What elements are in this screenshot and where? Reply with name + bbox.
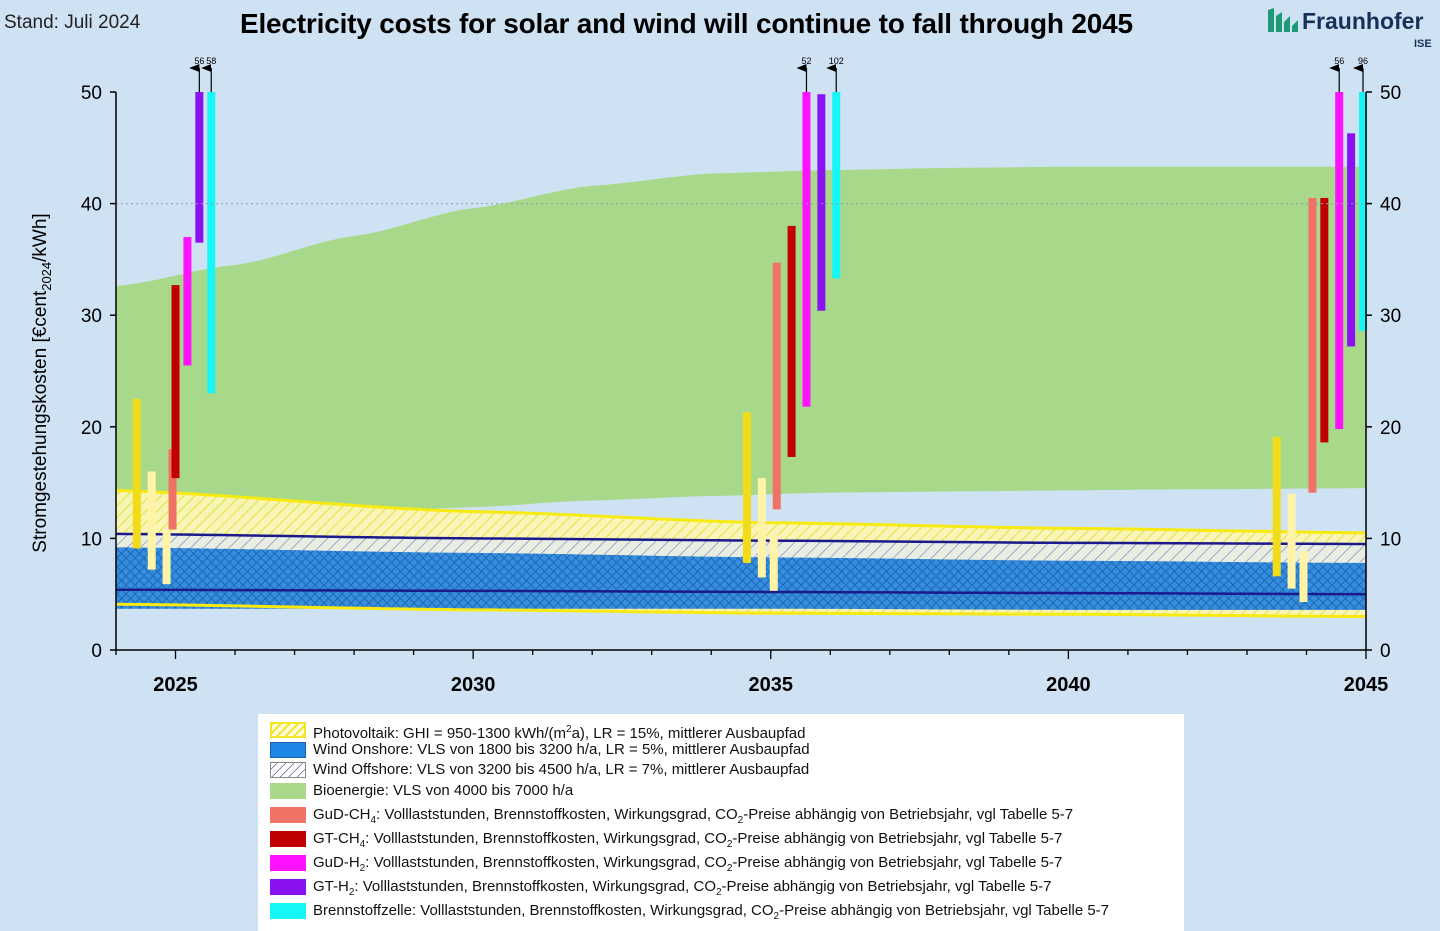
bar-gud_h2-21 <box>1335 92 1344 430</box>
y-tick-label-left-40: 40 <box>81 195 102 216</box>
bar-gud_h2-13 <box>802 92 811 407</box>
y-tick-label-left-20: 20 <box>81 418 102 439</box>
y-tick-label-right-0: 0 <box>1380 641 1391 662</box>
x-tick-label-2030: 2030 <box>451 674 496 696</box>
bar-pv_light-10 <box>769 535 778 591</box>
logo-name: Fraunhofer <box>1302 8 1424 34</box>
x-tick-label-2035: 2035 <box>749 674 794 696</box>
bar-gud_ch4-3 <box>168 449 177 530</box>
legend-swatch-bio <box>270 783 306 799</box>
bar-pv_light-17 <box>1287 493 1296 589</box>
legend-swatch-bz <box>270 903 306 919</box>
legend-label-gud_h2: GuD-H2: Volllaststunden, Brennstoffkoste… <box>313 854 1063 874</box>
bar-bz-15 <box>832 92 841 279</box>
bar-gud_ch4-19 <box>1308 198 1317 493</box>
legend-swatch-gud_ch4 <box>270 807 306 823</box>
bar-arrow-label-13: 52 <box>801 56 811 66</box>
bar-bz-23 <box>1359 92 1368 331</box>
bar-pv-16 <box>1272 436 1281 577</box>
y-tick-label-right-30: 30 <box>1380 306 1401 327</box>
bar-pv-0 <box>132 398 141 549</box>
bar-pv_light-9 <box>757 478 766 578</box>
legend-label-offshore: Wind Offshore: VLS von 3200 bis 4500 h/a… <box>313 761 810 778</box>
bar-pv-8 <box>742 412 751 563</box>
pv-upper-line <box>115 488 1367 535</box>
offshore-upper-line <box>115 532 1367 546</box>
legend-swatch-offshore <box>270 762 306 778</box>
bar-gt_ch4-12 <box>787 225 796 457</box>
bar-pv_light-2 <box>162 531 171 585</box>
legend-swatch-onshore <box>270 742 306 758</box>
bar-bz-7 <box>207 92 216 394</box>
bar-pv_light-18 <box>1299 550 1308 603</box>
bar-arrow-label-15: 102 <box>829 56 844 66</box>
chart-title: Electricity costs for solar and wind wil… <box>240 8 1133 39</box>
bar-gt_h2-6 <box>195 92 204 243</box>
bar-gud_ch4-11 <box>772 262 781 510</box>
legend-label-gud_ch4: GuD-CH4: Volllaststunden, Brennstoffkost… <box>313 806 1074 826</box>
y-tick-label-left-30: 30 <box>81 306 102 327</box>
y-tick-label-right-50: 50 <box>1380 83 1401 104</box>
bar-gt_h2-14 <box>817 94 826 311</box>
bar-arrow-label-7: 58 <box>206 56 216 66</box>
y-tick-label-right-20: 20 <box>1380 418 1401 439</box>
bar-gt_h2-22 <box>1347 133 1356 347</box>
legend-label-onshore: Wind Onshore: VLS von 1800 bis 3200 h/a,… <box>313 741 810 758</box>
pv-lower-line <box>115 602 1367 619</box>
legend-swatch-gt_h2 <box>270 879 306 895</box>
legend-label-gt_ch4: GT-CH4: Volllaststunden, Brennstoffkoste… <box>313 830 1063 850</box>
legend-label-pv: Photovoltaik: GHI = 950-1300 kWh/(m2a), … <box>313 724 806 742</box>
band-bio <box>116 166 1366 524</box>
bar-arrow-label-21: 56 <box>1334 56 1344 66</box>
bar-gud_h2-5 <box>183 237 192 366</box>
x-tick-label-2025: 2025 <box>153 674 198 696</box>
x-tick-label-2040: 2040 <box>1046 674 1091 696</box>
bar-arrow-label-6: 56 <box>194 56 204 66</box>
legend-swatch-gud_h2 <box>270 855 306 871</box>
legend-label-bz: Brennstoffzelle: Volllaststunden, Brenns… <box>313 902 1110 922</box>
bar-arrow-label-23: 96 <box>1358 56 1368 66</box>
legend-label-bio: Bioenergie: VLS von 4000 bis 7000 h/a <box>313 782 574 799</box>
fraunhofer-logo: Fraunhofer ISE <box>1266 4 1438 52</box>
y-tick-label-left-0: 0 <box>91 641 102 662</box>
legend-swatch-pv <box>270 722 306 738</box>
legend-swatch-gt_ch4 <box>270 831 306 847</box>
y-tick-label-right-10: 10 <box>1380 529 1401 550</box>
legend-label-gt_h2: GT-H2: Volllaststunden, Brennstoffkosten… <box>313 878 1052 898</box>
fraunhofer-logo-icon <box>1268 8 1298 32</box>
y-tick-label-left-10: 10 <box>81 529 102 550</box>
y-axis-label: Stromgestehungskosten [€cent2024/kWh] <box>30 213 54 552</box>
y-tick-label-right-40: 40 <box>1380 195 1401 216</box>
bar-pv_light-1 <box>147 471 156 570</box>
stand-label: Stand: Juli 2024 <box>4 12 141 33</box>
chart-legend: Photovoltaik: GHI = 950-1300 kWh/(m2a), … <box>258 714 1184 931</box>
bar-gt_ch4-4 <box>171 285 180 479</box>
logo-sub: ISE <box>1414 38 1432 50</box>
offshore-lower-line <box>115 588 1367 596</box>
x-tick-label-2045: 2045 <box>1344 674 1389 696</box>
bar-gt_ch4-20 <box>1320 198 1329 443</box>
y-tick-label-left-50: 50 <box>81 83 102 104</box>
